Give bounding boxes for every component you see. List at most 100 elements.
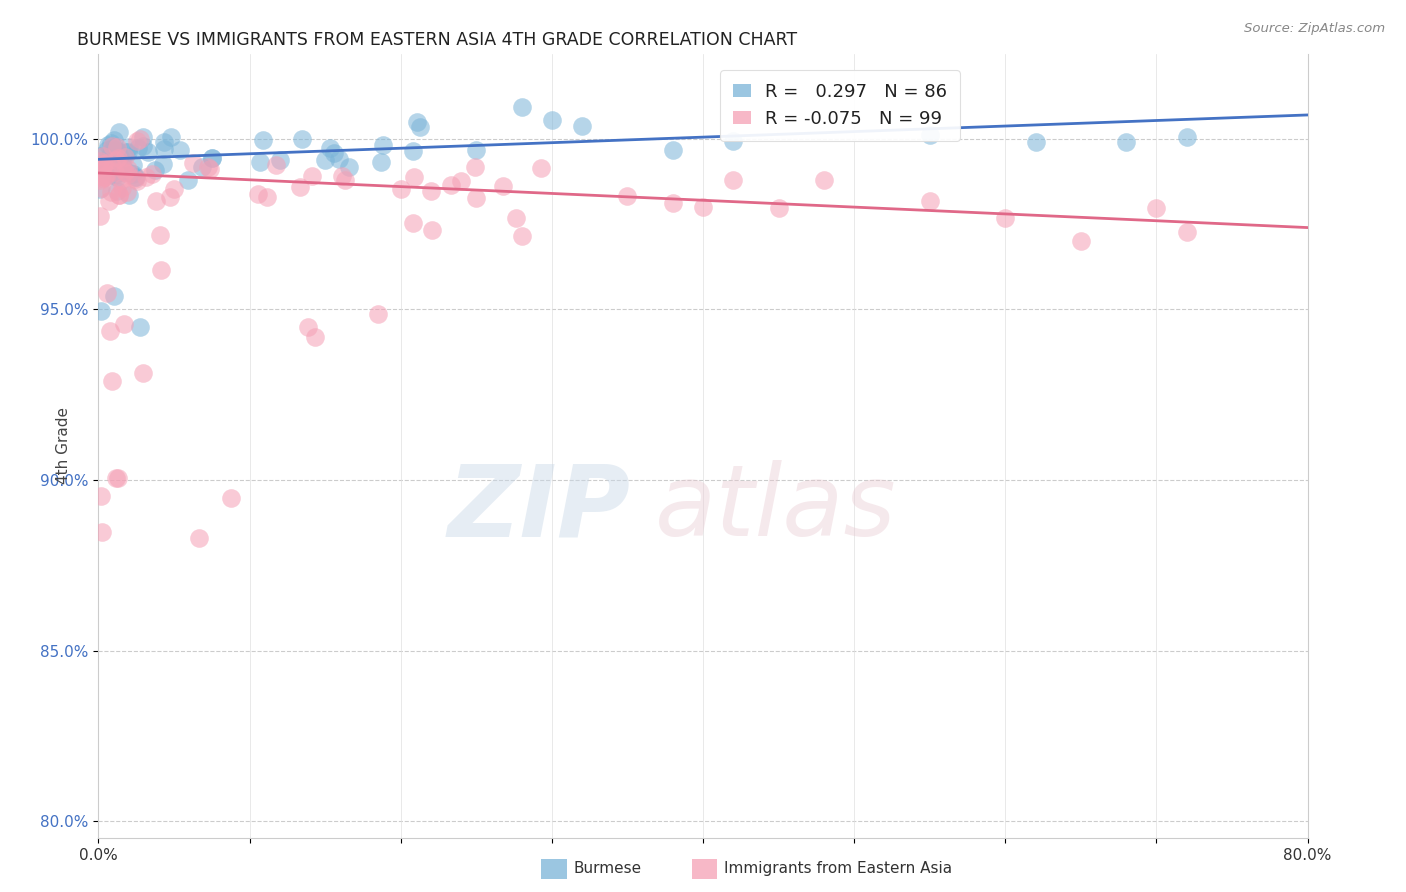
- Point: [335, 173, 357, 187]
- Point: [177, 172, 200, 186]
- Point: [918, 194, 941, 209]
- Point: [200, 151, 222, 165]
- Point: [104, 471, 127, 485]
- Point: [111, 161, 134, 176]
- Point: [661, 196, 683, 211]
- Point: [420, 184, 443, 198]
- Point: [389, 182, 412, 196]
- Point: [112, 161, 135, 176]
- Point: [422, 223, 444, 237]
- Point: [1024, 135, 1046, 149]
- Point: [105, 153, 128, 167]
- Point: [304, 330, 326, 344]
- Point: [96, 167, 118, 181]
- Point: [319, 140, 342, 154]
- Text: ZIP: ZIP: [447, 460, 630, 558]
- Point: [96, 158, 118, 172]
- Point: [1144, 201, 1167, 215]
- Point: [409, 120, 432, 134]
- Point: [110, 156, 132, 170]
- Point: [510, 100, 533, 114]
- Text: Immigrants from Eastern Asia: Immigrants from Eastern Asia: [724, 862, 952, 876]
- Point: [571, 119, 593, 133]
- Point: [124, 169, 146, 184]
- Point: [249, 154, 271, 169]
- Point: [89, 149, 111, 163]
- Point: [117, 140, 139, 154]
- Legend: R =   0.297   N = 86, R = -0.075   N = 99: R = 0.297 N = 86, R = -0.075 N = 99: [720, 70, 960, 141]
- Point: [440, 178, 463, 193]
- Point: [100, 146, 122, 161]
- Point: [91, 159, 114, 173]
- Point: [149, 263, 172, 277]
- Point: [90, 524, 112, 539]
- Point: [104, 165, 127, 179]
- Point: [367, 307, 389, 321]
- Point: [108, 159, 131, 173]
- Point: [103, 145, 125, 160]
- Point: [125, 169, 148, 184]
- Point: [530, 161, 553, 175]
- Point: [101, 162, 124, 177]
- Point: [135, 170, 157, 185]
- Point: [252, 133, 274, 147]
- Point: [112, 317, 135, 331]
- Point: [813, 173, 835, 187]
- Point: [89, 172, 111, 186]
- Point: [163, 182, 186, 196]
- Point: [101, 159, 124, 173]
- Point: [465, 191, 488, 205]
- Point: [97, 137, 120, 152]
- Point: [402, 169, 425, 184]
- Point: [117, 162, 139, 177]
- Point: [1175, 130, 1198, 145]
- Point: [266, 158, 288, 172]
- Point: [89, 153, 111, 168]
- Point: [120, 166, 142, 180]
- Point: [96, 143, 118, 157]
- Point: [371, 137, 394, 152]
- Point: [152, 135, 174, 149]
- Point: [145, 194, 167, 208]
- Point: [540, 113, 562, 128]
- Point: [153, 142, 176, 156]
- Point: [127, 141, 149, 155]
- Point: [97, 168, 120, 182]
- Point: [465, 143, 488, 157]
- Point: [89, 182, 111, 196]
- Text: Burmese: Burmese: [574, 862, 641, 876]
- Point: [114, 150, 136, 164]
- Point: [101, 149, 124, 163]
- Point: [197, 160, 219, 174]
- Point: [247, 187, 270, 202]
- Text: atlas: atlas: [655, 460, 896, 558]
- Point: [104, 169, 127, 183]
- Point: [93, 155, 115, 169]
- Point: [402, 216, 425, 230]
- Point: [93, 157, 115, 171]
- Point: [90, 171, 112, 186]
- Point: [98, 148, 121, 162]
- Point: [124, 172, 146, 186]
- Point: [107, 187, 129, 202]
- Point: [200, 151, 222, 165]
- Point: [188, 531, 211, 545]
- Point: [510, 229, 533, 244]
- Point: [100, 136, 122, 150]
- Point: [405, 114, 427, 128]
- Text: Source: ZipAtlas.com: Source: ZipAtlas.com: [1244, 22, 1385, 36]
- Point: [104, 144, 127, 158]
- Point: [93, 167, 115, 181]
- Point: [723, 135, 745, 149]
- Point: [661, 143, 683, 157]
- Point: [160, 130, 183, 145]
- Point: [288, 179, 311, 194]
- Point: [96, 285, 118, 300]
- Point: [103, 133, 125, 147]
- Point: [723, 173, 745, 187]
- Point: [149, 228, 172, 243]
- Point: [314, 153, 336, 167]
- Point: [768, 201, 790, 215]
- Point: [330, 169, 353, 183]
- Point: [328, 152, 350, 166]
